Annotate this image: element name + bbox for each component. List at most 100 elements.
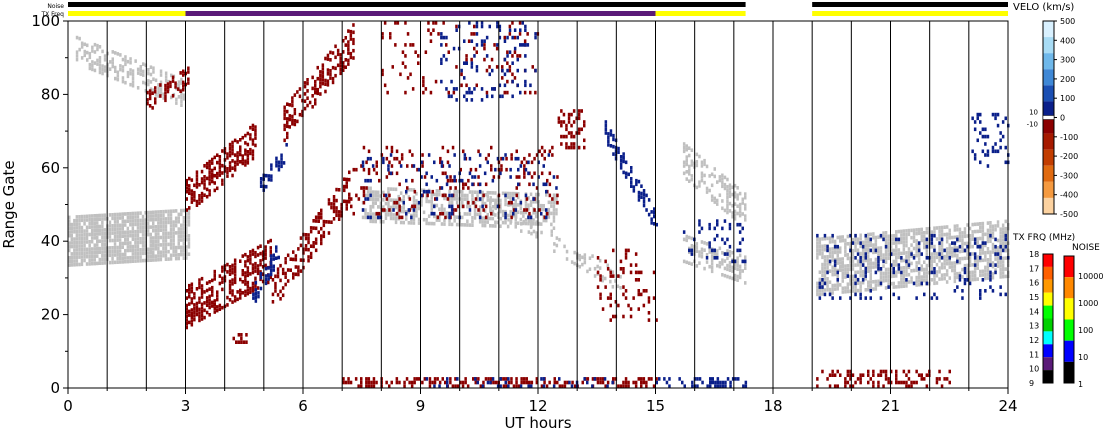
scatter-cell bbox=[953, 224, 957, 229]
scatter-cell bbox=[655, 380, 658, 385]
scatter-cell bbox=[121, 216, 124, 220]
scatter-cell bbox=[453, 215, 456, 219]
scatter-cell bbox=[550, 211, 553, 216]
scatter-cell bbox=[335, 187, 338, 192]
scatter-cell bbox=[956, 237, 959, 242]
scatter-cell bbox=[552, 219, 556, 223]
scatter-cell bbox=[728, 244, 732, 249]
scatter-cell bbox=[113, 234, 117, 239]
scatter-cell bbox=[905, 273, 908, 277]
scatter-cell bbox=[88, 254, 91, 259]
scatter-cell bbox=[525, 380, 528, 385]
scatter-cell bbox=[452, 90, 456, 95]
scatter-cell bbox=[884, 267, 888, 272]
scatter-cell bbox=[284, 260, 287, 265]
scatter-cell bbox=[272, 257, 275, 261]
scatter-cell bbox=[342, 61, 345, 65]
scatter-cell bbox=[166, 86, 170, 90]
scatter-cell bbox=[468, 21, 471, 25]
scatter-cell bbox=[152, 214, 155, 218]
scatter-cell bbox=[523, 175, 526, 179]
scatter-cell bbox=[198, 197, 201, 202]
scatter-cell bbox=[218, 155, 222, 159]
scatter-cell bbox=[405, 178, 408, 183]
scatter-cell bbox=[451, 145, 455, 150]
scatter-cell bbox=[915, 279, 918, 284]
scatter-cell bbox=[275, 256, 278, 260]
scatter-cell bbox=[508, 32, 512, 36]
scatter-cell bbox=[604, 285, 607, 289]
scatter-cell bbox=[326, 79, 330, 83]
txfreq-scale-tick-label: 12 bbox=[1029, 336, 1039, 345]
scatter-cell bbox=[948, 256, 951, 260]
scatter-cell bbox=[267, 277, 270, 281]
scatter-cell bbox=[630, 169, 633, 174]
velocity-scale-swatch bbox=[1043, 101, 1054, 118]
scatter-cell bbox=[844, 249, 847, 254]
scatter-cell bbox=[369, 215, 372, 220]
scatter-cell bbox=[999, 238, 1002, 242]
scatter-cell bbox=[246, 131, 250, 136]
scatter-cell bbox=[343, 177, 346, 181]
scatter-cell bbox=[948, 265, 951, 269]
scatter-cell bbox=[900, 258, 903, 263]
scatter-cell bbox=[733, 194, 737, 199]
scatter-cell bbox=[70, 222, 73, 227]
scatter-cell bbox=[698, 261, 701, 265]
scatter-cell bbox=[190, 196, 194, 201]
scatter-cell bbox=[1004, 267, 1007, 271]
scatter-cell bbox=[915, 264, 918, 269]
scatter-cell bbox=[981, 278, 985, 282]
scatter-cell bbox=[121, 79, 125, 84]
scatter-cell bbox=[124, 252, 127, 257]
scatter-cell bbox=[989, 285, 992, 289]
scatter-cell bbox=[961, 238, 964, 242]
scatter-cell bbox=[831, 291, 834, 295]
scatter-cell bbox=[816, 292, 819, 297]
scatter-cell bbox=[583, 145, 586, 150]
scatter-cell bbox=[427, 189, 431, 194]
scatter-cell bbox=[339, 56, 342, 61]
scatter-cell bbox=[392, 205, 395, 210]
scatter-cell bbox=[473, 175, 477, 179]
scatter-cell bbox=[198, 315, 201, 319]
scatter-cell bbox=[208, 170, 211, 175]
scatter-cell bbox=[434, 21, 438, 25]
scatter-cell bbox=[211, 179, 214, 184]
scatter-cell bbox=[902, 251, 906, 255]
scatter-cell bbox=[146, 218, 150, 222]
scatter-cell bbox=[288, 114, 291, 118]
scatter-cell bbox=[211, 172, 214, 176]
scatter-cell bbox=[166, 82, 170, 86]
scatter-cell bbox=[547, 207, 551, 212]
scatter-cell bbox=[169, 216, 173, 221]
scatter-cell bbox=[634, 270, 638, 275]
scatter-cell bbox=[478, 205, 482, 209]
scatter-cell bbox=[567, 145, 571, 150]
scatter-cell bbox=[489, 380, 492, 385]
scatter-cell bbox=[439, 211, 442, 216]
scatter-cell bbox=[721, 258, 724, 262]
scatter-cell bbox=[818, 244, 822, 249]
scatter-cell bbox=[347, 47, 350, 52]
scatter-cell bbox=[637, 194, 641, 199]
scatter-cell bbox=[326, 57, 330, 61]
scatter-cell bbox=[907, 250, 911, 255]
scatter-cell bbox=[249, 253, 252, 258]
scatter-cell bbox=[372, 377, 376, 381]
scatter-cell bbox=[182, 73, 185, 77]
scatter-cell bbox=[930, 241, 934, 245]
scatter-cell bbox=[366, 215, 370, 220]
scatter-cell bbox=[984, 232, 987, 237]
scatter-cell bbox=[392, 187, 395, 191]
scatter-cell bbox=[611, 285, 615, 289]
scatter-cell bbox=[846, 256, 850, 261]
scatter-cell bbox=[103, 246, 107, 251]
scatter-cell bbox=[239, 138, 242, 142]
scatter-cell bbox=[169, 220, 173, 224]
scatter-cell bbox=[523, 164, 526, 168]
scatter-cell bbox=[221, 276, 224, 281]
scatter-cell bbox=[471, 182, 474, 187]
scatter-cell bbox=[96, 246, 99, 251]
scatter-cell bbox=[83, 236, 86, 241]
